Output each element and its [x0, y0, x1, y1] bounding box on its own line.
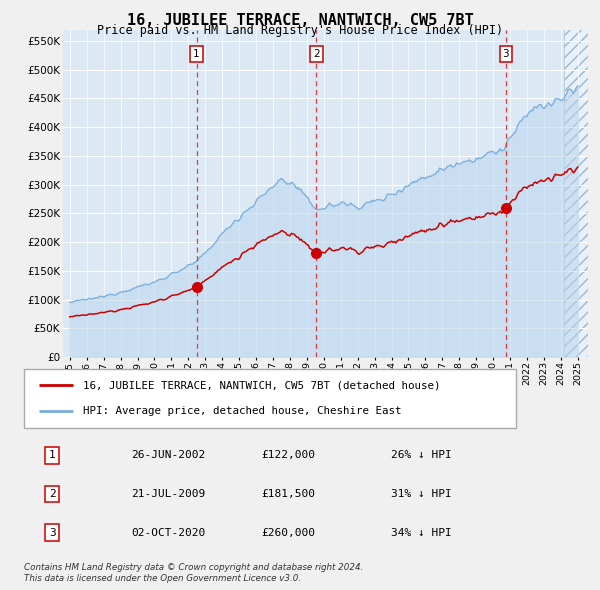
Text: 31% ↓ HPI: 31% ↓ HPI: [391, 489, 451, 499]
Text: HPI: Average price, detached house, Cheshire East: HPI: Average price, detached house, Ches…: [83, 407, 401, 416]
Text: 26% ↓ HPI: 26% ↓ HPI: [391, 450, 451, 460]
FancyBboxPatch shape: [24, 369, 516, 428]
Text: 1: 1: [49, 450, 56, 460]
Text: 34% ↓ HPI: 34% ↓ HPI: [391, 528, 451, 538]
Text: £181,500: £181,500: [261, 489, 315, 499]
Text: 26-JUN-2002: 26-JUN-2002: [131, 450, 205, 460]
Text: 16, JUBILEE TERRACE, NANTWICH, CW5 7BT (detached house): 16, JUBILEE TERRACE, NANTWICH, CW5 7BT (…: [83, 381, 440, 390]
Text: Contains HM Land Registry data © Crown copyright and database right 2024.: Contains HM Land Registry data © Crown c…: [24, 563, 364, 572]
Text: 2: 2: [313, 49, 320, 59]
Text: £260,000: £260,000: [261, 528, 315, 538]
Text: 2: 2: [49, 489, 56, 499]
Text: 1: 1: [193, 49, 200, 59]
Text: 3: 3: [49, 528, 56, 538]
Text: 21-JUL-2009: 21-JUL-2009: [131, 489, 205, 499]
Text: 02-OCT-2020: 02-OCT-2020: [131, 528, 205, 538]
Text: 16, JUBILEE TERRACE, NANTWICH, CW5 7BT: 16, JUBILEE TERRACE, NANTWICH, CW5 7BT: [127, 13, 473, 28]
Text: 3: 3: [503, 49, 509, 59]
Text: Price paid vs. HM Land Registry's House Price Index (HPI): Price paid vs. HM Land Registry's House …: [97, 24, 503, 37]
Text: £122,000: £122,000: [261, 450, 315, 460]
Text: This data is licensed under the Open Government Licence v3.0.: This data is licensed under the Open Gov…: [24, 573, 301, 583]
